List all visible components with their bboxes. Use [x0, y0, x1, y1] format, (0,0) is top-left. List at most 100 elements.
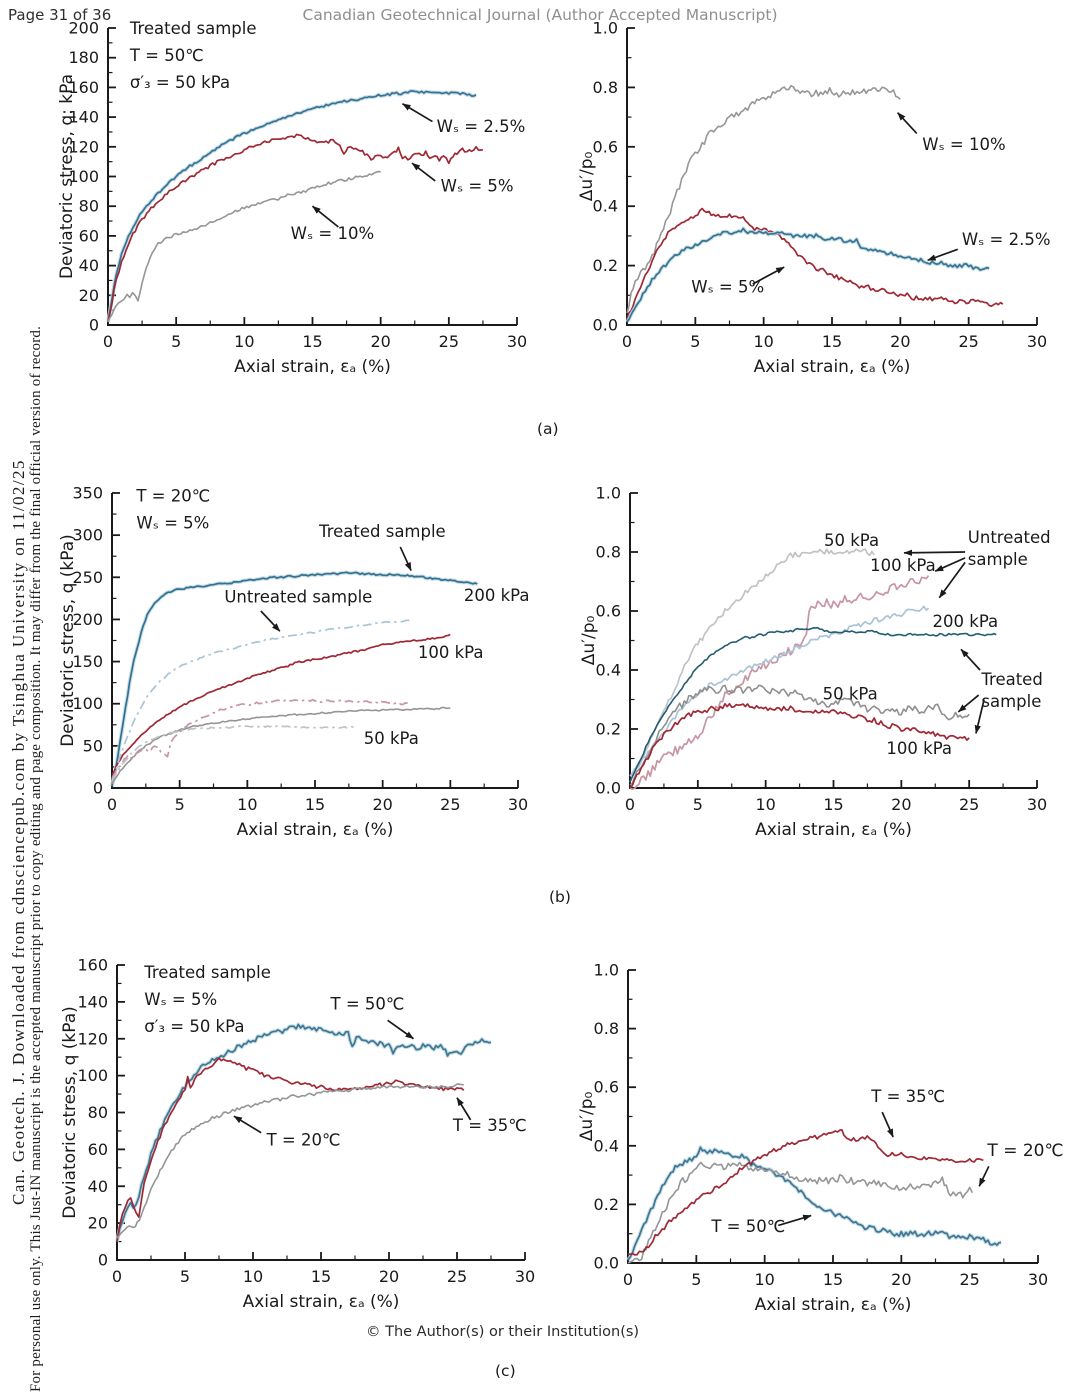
svg-text:20: 20: [379, 1267, 399, 1286]
svg-text:0.0: 0.0: [594, 1254, 619, 1273]
svg-text:Treated: Treated: [980, 670, 1042, 689]
svg-text:30: 30: [1027, 332, 1047, 351]
svg-text:0: 0: [107, 795, 117, 814]
svg-text:σ′₃ = 50 kPa: σ′₃ = 50 kPa: [144, 1017, 244, 1036]
svg-text:180: 180: [68, 48, 99, 67]
svg-text:50: 50: [83, 736, 103, 755]
svg-text:15: 15: [822, 332, 842, 351]
svg-text:0: 0: [93, 779, 103, 798]
svg-text:80: 80: [88, 1103, 108, 1122]
svg-text:200: 200: [68, 19, 99, 38]
chart-panel-c-pore-pressure: 0.0 0.2 0.4 0.6 0.8 1.0 0 5 10 15 20 25 30 Axial stra…: [570, 947, 1075, 1376]
svg-text:T = 35℃: T = 35℃: [870, 1087, 945, 1106]
svg-text:10: 10: [237, 795, 257, 814]
svg-text:Axial strain, εₐ (%): Axial strain, εₐ (%): [237, 820, 394, 840]
svg-text:Deviatoric stress, q (kPa): Deviatoric stress, q (kPa): [60, 1006, 80, 1219]
svg-text:25: 25: [959, 795, 979, 814]
caption-c: (c): [495, 1362, 516, 1380]
svg-text:σ′₃ = 50 kPa: σ′₃ = 50 kPa: [130, 73, 230, 92]
svg-text:0.2: 0.2: [594, 1195, 619, 1214]
svg-text:80: 80: [79, 197, 99, 216]
svg-text:0.0: 0.0: [593, 316, 618, 335]
svg-text:0: 0: [623, 1270, 633, 1289]
svg-text:15: 15: [305, 795, 325, 814]
svg-text:Wₛ = 5%: Wₛ = 5%: [136, 513, 209, 532]
caption-a: (a): [537, 420, 559, 438]
svg-text:0.4: 0.4: [594, 1136, 619, 1155]
svg-text:200: 200: [72, 610, 103, 629]
svg-text:T = 35℃: T = 35℃: [452, 1116, 527, 1135]
svg-text:T = 20℃: T = 20℃: [135, 486, 210, 505]
svg-text:5: 5: [180, 1267, 190, 1286]
svg-text:0: 0: [622, 332, 632, 351]
svg-text:sample: sample: [981, 692, 1041, 711]
svg-text:Wₛ = 10%: Wₛ = 10%: [922, 135, 1005, 154]
svg-text:150: 150: [72, 652, 103, 671]
svg-text:100 kPa: 100 kPa: [870, 556, 936, 575]
chart-panel-a-deviatoric-stress: 0 20 40 60 80 100 120 140 160 180 200 0 5 10 15 20 25 30 A…: [55, 10, 540, 439]
svg-text:100: 100: [77, 1066, 108, 1085]
svg-text:15: 15: [823, 1270, 843, 1289]
svg-text:sample: sample: [968, 550, 1028, 569]
svg-text:20: 20: [890, 332, 910, 351]
svg-text:120: 120: [68, 137, 99, 156]
svg-text:0: 0: [103, 332, 113, 351]
svg-text:30: 30: [515, 1267, 535, 1286]
svg-text:160: 160: [77, 956, 108, 975]
svg-text:0.6: 0.6: [596, 602, 621, 621]
svg-text:0: 0: [89, 316, 99, 335]
svg-text:25: 25: [439, 332, 459, 351]
svg-text:10: 10: [753, 332, 773, 351]
svg-text:Untreated sample: Untreated sample: [224, 588, 372, 607]
svg-text:140: 140: [68, 108, 99, 127]
svg-text:40: 40: [88, 1177, 108, 1196]
svg-text:15: 15: [302, 332, 322, 351]
svg-text:Deviatoric stress, q: kPa: Deviatoric stress, q: kPa: [57, 74, 77, 279]
svg-text:Treated sample: Treated sample: [129, 19, 257, 38]
svg-text:25: 25: [959, 1270, 979, 1289]
svg-text:20: 20: [79, 286, 99, 305]
svg-text:20: 20: [891, 795, 911, 814]
svg-text:Untreated: Untreated: [968, 528, 1051, 547]
svg-text:25: 25: [440, 795, 460, 814]
svg-text:Treated sample: Treated sample: [318, 522, 446, 541]
svg-text:Axial strain, εₐ (%): Axial strain, εₐ (%): [755, 1295, 912, 1315]
svg-text:Wₛ = 2.5%: Wₛ = 2.5%: [437, 117, 526, 136]
sidebar-download-notice: Can. Geotech. J. Downloaded from cdnscie…: [9, 459, 28, 1205]
svg-text:200 kPa: 200 kPa: [933, 612, 999, 631]
copyright-footer: © The Author(s) or their Institution(s): [366, 1324, 640, 1340]
svg-text:20: 20: [891, 1270, 911, 1289]
svg-text:0: 0: [112, 1267, 122, 1286]
svg-text:0.4: 0.4: [593, 197, 618, 216]
chart-panel-c-deviatoric-stress: 0 20 40 60 80 100 120 140 160 0 5 10 15 20 25 30 Axial s…: [55, 947, 540, 1376]
svg-text:Δu′/p₀: Δu′/p₀: [579, 616, 599, 666]
journal-header: Canadian Geotechnical Journal (Author Ac…: [302, 6, 778, 24]
svg-text:30: 30: [508, 795, 528, 814]
svg-text:1.0: 1.0: [596, 484, 621, 503]
svg-text:50 kPa: 50 kPa: [823, 685, 878, 704]
svg-text:160: 160: [68, 78, 99, 97]
svg-text:0.6: 0.6: [594, 1078, 619, 1097]
svg-text:Δu′/p₀: Δu′/p₀: [577, 152, 597, 202]
svg-text:T = 50℃: T = 50℃: [710, 1217, 785, 1236]
svg-text:Axial strain, εₐ (%): Axial strain, εₐ (%): [754, 357, 911, 377]
svg-text:T = 50℃: T = 50℃: [330, 994, 405, 1013]
svg-text:40: 40: [79, 256, 99, 275]
svg-text:20: 20: [370, 332, 390, 351]
svg-text:15: 15: [311, 1267, 331, 1286]
svg-text:20: 20: [372, 795, 392, 814]
svg-text:Wₛ = 10%: Wₛ = 10%: [291, 224, 374, 243]
svg-text:50 kPa: 50 kPa: [824, 531, 879, 550]
sidebar-usage-notice: For personal use only. This Just-IN manu…: [28, 325, 44, 1392]
svg-text:100 kPa: 100 kPa: [886, 739, 952, 758]
svg-text:100: 100: [72, 694, 103, 713]
svg-text:Axial strain, εₐ (%): Axial strain, εₐ (%): [243, 1292, 400, 1312]
svg-text:60: 60: [88, 1140, 108, 1159]
svg-text:Treated sample: Treated sample: [143, 963, 271, 982]
svg-text:60: 60: [79, 226, 99, 245]
svg-text:0: 0: [98, 1251, 108, 1270]
svg-text:250: 250: [72, 568, 103, 587]
svg-text:5: 5: [693, 795, 703, 814]
svg-text:0.8: 0.8: [594, 1019, 619, 1038]
